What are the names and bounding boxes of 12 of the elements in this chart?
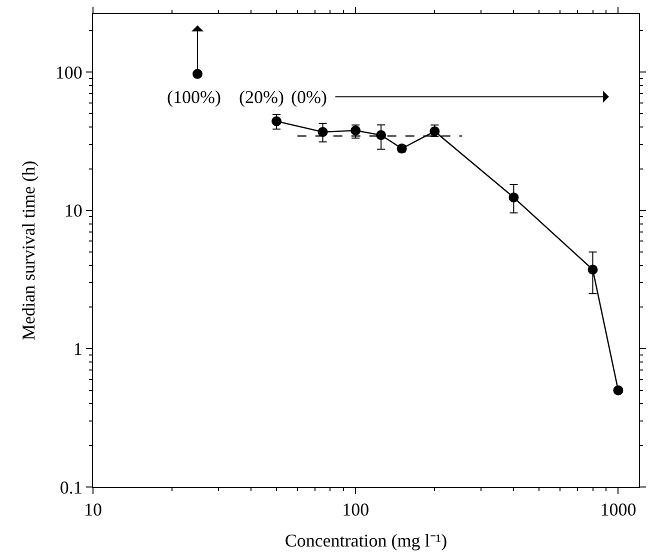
y-tick-label: 0.1	[60, 477, 82, 498]
y-tick-label: 10	[64, 200, 82, 221]
x-tick-label: 10	[84, 500, 102, 520]
x-tick-label: 100	[342, 500, 370, 520]
y-tick-label: 1	[73, 338, 82, 359]
y-axis-title: Median survival time (h)	[18, 160, 39, 340]
x-axis-title: Concentration (mg l⁻¹)	[284, 530, 448, 551]
y-tick-label: 100	[55, 62, 82, 82]
annotation: (20%)	[239, 87, 284, 107]
annotation: (100%)	[167, 87, 221, 107]
x-tick-label: 1000	[600, 500, 636, 520]
annotation: (0%)	[291, 87, 327, 107]
